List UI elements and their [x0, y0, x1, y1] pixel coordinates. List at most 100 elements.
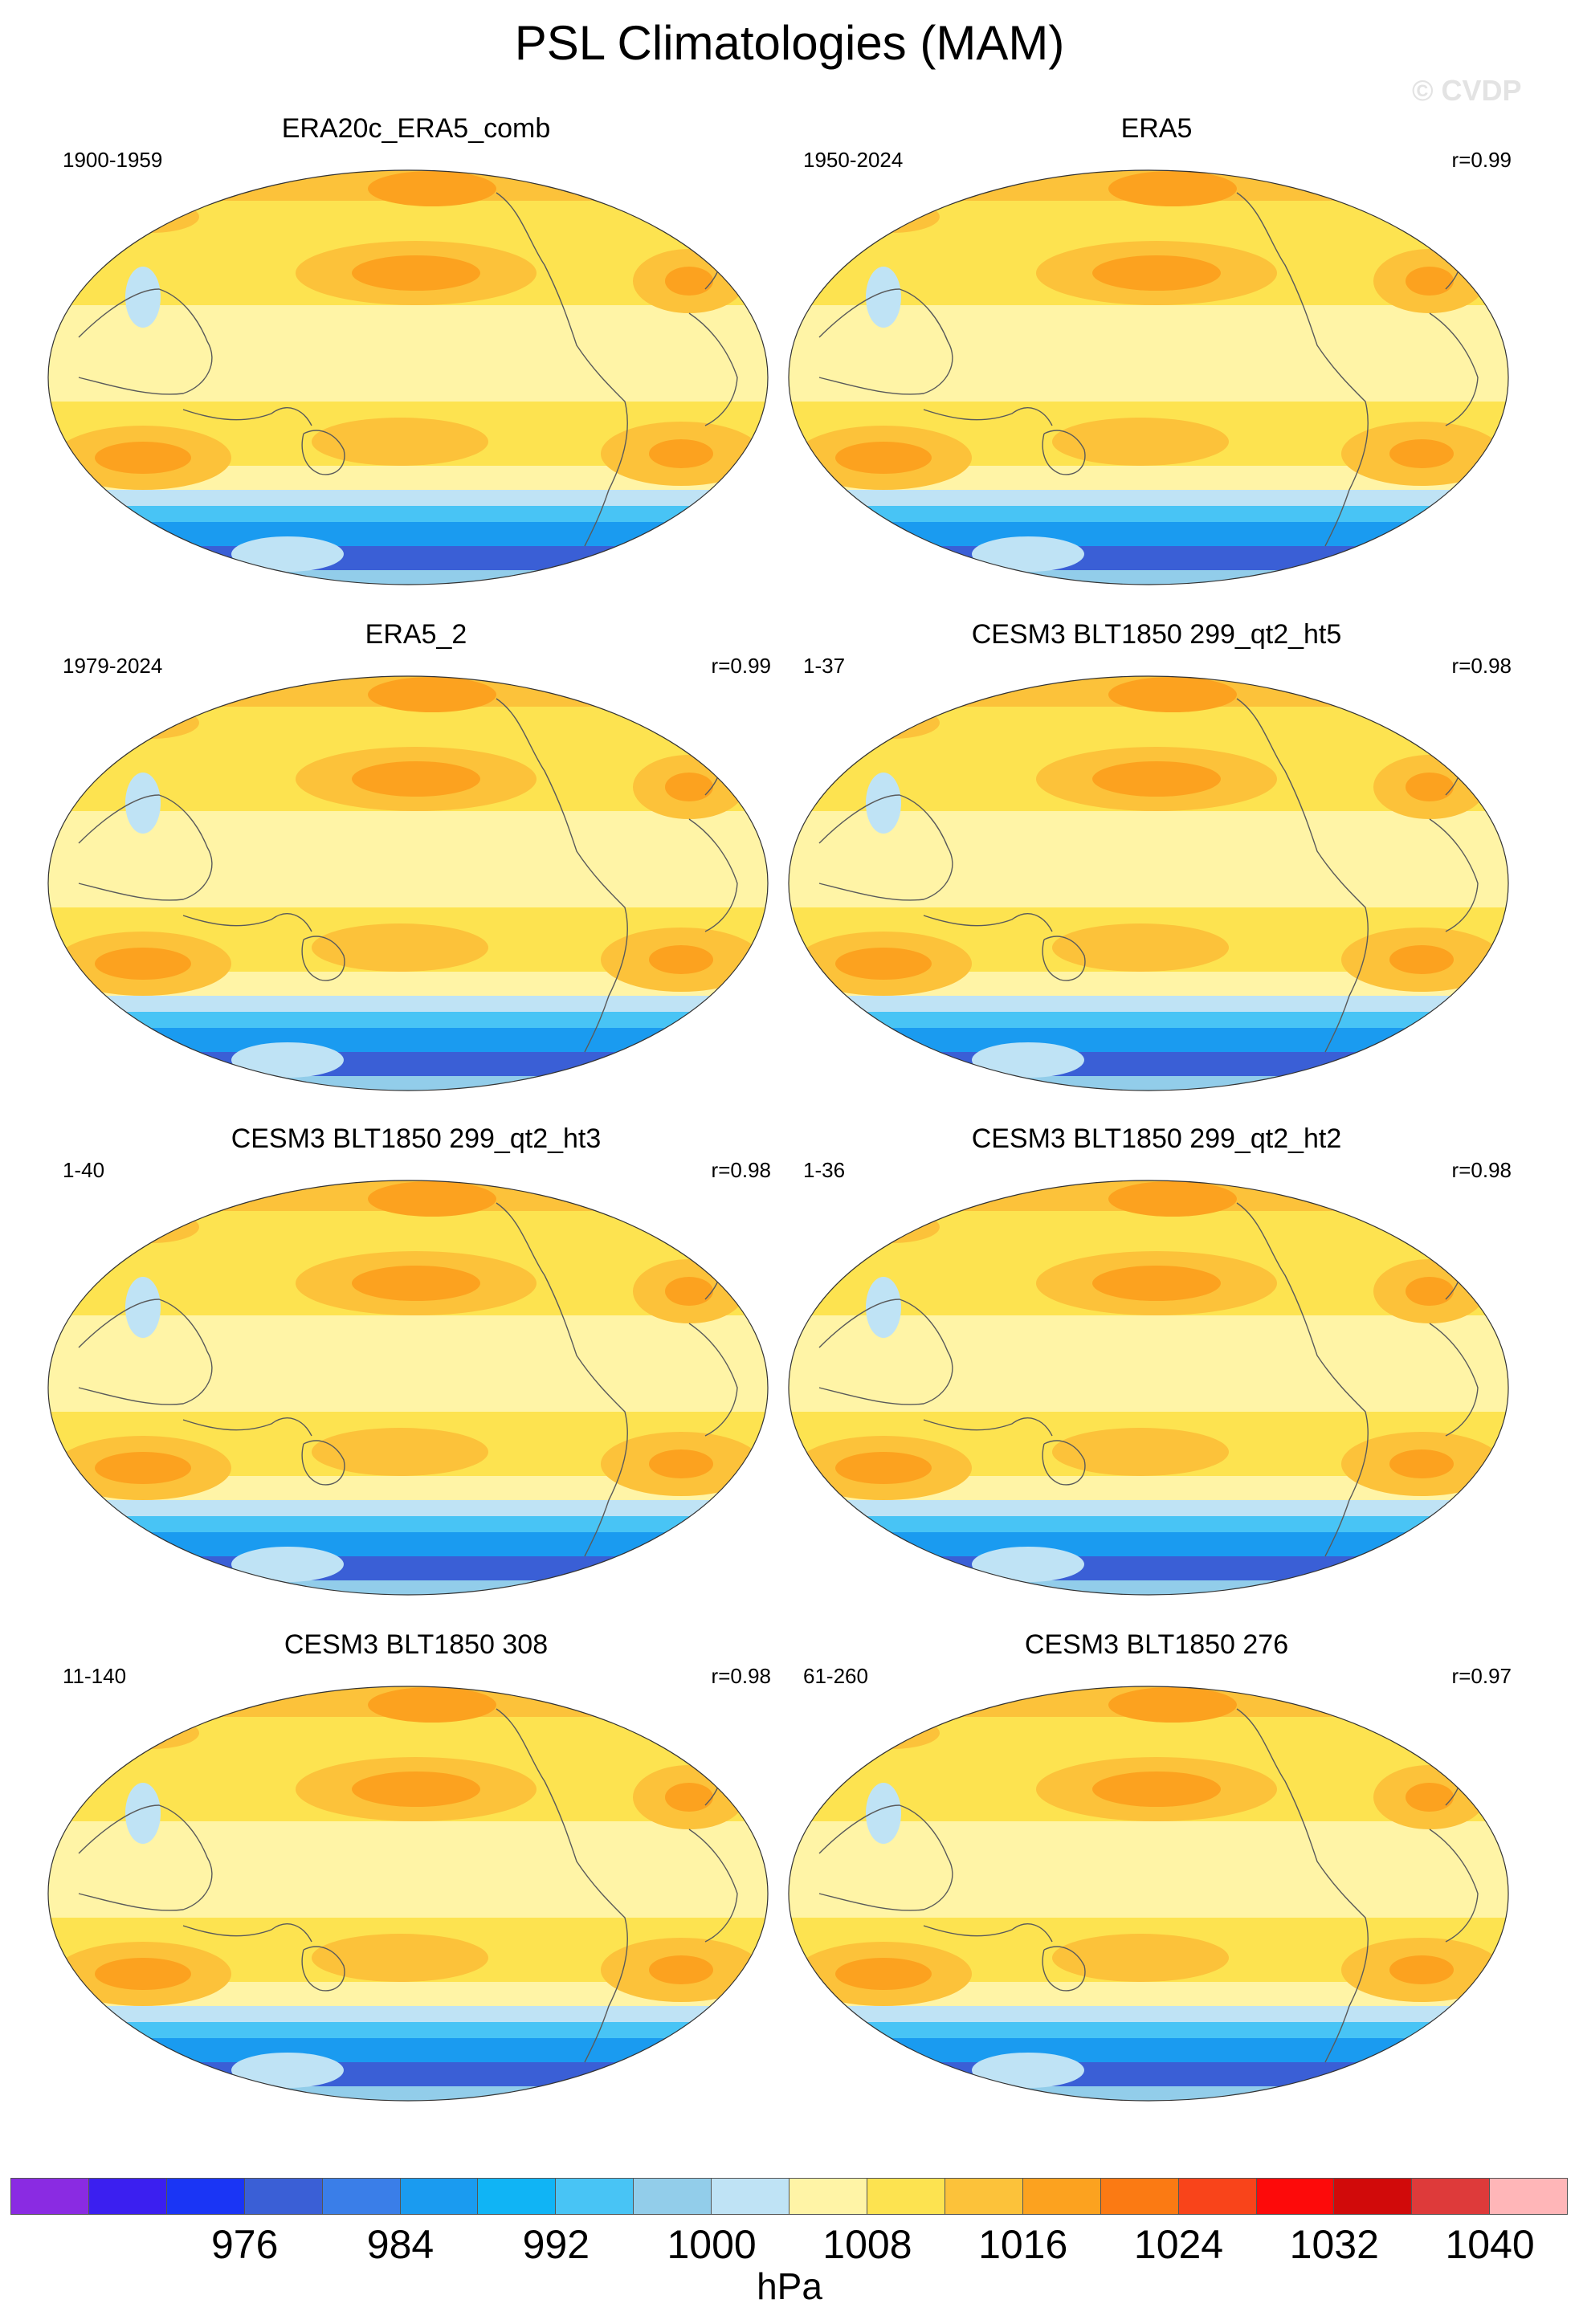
pressure-contour	[1406, 267, 1454, 296]
map-panel: CESM3 BLT1850 299_qt2_ht3 1-40 r=0.98	[47, 1123, 785, 1604]
coastline	[1236, 192, 1369, 547]
pressure-contour	[312, 923, 488, 972]
pressure-contour	[835, 1958, 932, 1990]
panel-period: 1-37	[803, 654, 846, 678]
pressure-band	[789, 1076, 1508, 1091]
pressure-contour	[665, 1277, 713, 1306]
coastline	[78, 1299, 213, 1405]
pressure-band	[48, 1028, 768, 1052]
pressure-contour	[665, 1783, 713, 1812]
pressure-band	[789, 1315, 1508, 1412]
pressure-contour	[1092, 255, 1221, 291]
pressure-contour	[835, 1452, 932, 1484]
panel-period: 1-36	[803, 1158, 846, 1182]
pressure-contour	[231, 536, 344, 572]
panel-title: ERA5_2	[365, 619, 467, 650]
pressure-band	[48, 506, 768, 522]
pressure-contour	[352, 1772, 480, 1807]
pressure-contour	[866, 1783, 901, 1844]
pressure-band	[789, 2062, 1508, 2086]
pressure-band	[789, 1580, 1508, 1595]
coastline	[1042, 430, 1086, 475]
coastline	[688, 312, 738, 426]
panel-title: ERA20c_ERA5_comb	[281, 113, 551, 144]
pressure-band	[789, 522, 1508, 546]
pressure-band	[789, 1052, 1508, 1076]
panel-period: 1979-2024	[63, 654, 163, 678]
psl-map	[788, 169, 1509, 585]
pressure-band	[789, 506, 1508, 522]
pressure-contour	[312, 1934, 488, 1982]
psl-map	[47, 169, 769, 585]
coastline	[78, 794, 213, 901]
coastline	[818, 1299, 953, 1405]
colorbar-tick-label: 984	[366, 2222, 435, 2267]
coastline	[818, 1804, 953, 1911]
map-outline	[788, 169, 1509, 585]
figure-title: PSL Climatologies (MAM)	[514, 16, 1065, 70]
pressure-contour	[1389, 945, 1454, 974]
pressure-contour	[125, 773, 161, 834]
coastline	[688, 818, 738, 932]
coastline	[1236, 1202, 1369, 1557]
colorbar-swatch	[165, 2178, 245, 2215]
pressure-contour	[231, 2053, 344, 2088]
pressure-band	[789, 2038, 1508, 2062]
colorbar-tick-label: 1016	[978, 2222, 1068, 2267]
pressure-contour	[1373, 1686, 1438, 1721]
coastline	[301, 430, 345, 475]
colorbar-tick-label: 976	[210, 2222, 279, 2267]
pressure-contour	[843, 201, 940, 233]
pressure-band	[48, 522, 768, 546]
colorbar-swatch	[477, 2178, 557, 2215]
pressure-contour	[368, 171, 496, 206]
pressure-contour	[231, 1042, 344, 1078]
pressure-contour	[368, 677, 496, 712]
map-panel: CESM3 BLT1850 308 11-140 r=0.98	[47, 1629, 785, 2110]
map-panel: ERA5 1950-2024 r=0.99	[787, 112, 1526, 594]
panel-correlation: r=0.98	[711, 1664, 771, 1688]
panel-correlation: r=0.98	[1451, 1158, 1512, 1182]
pressure-contour	[1373, 676, 1438, 711]
pressure-contour	[835, 1054, 932, 1082]
panel-period: 11-140	[63, 1664, 127, 1688]
colorbar-unit: hPa	[757, 2265, 822, 2307]
map-panel: CESM3 BLT1850 276 61-260 r=0.97	[787, 1629, 1526, 2110]
panel-period: 1-40	[63, 1158, 105, 1182]
map-panel: CESM3 BLT1850 299_qt2_ht5 1-37 r=0.98	[787, 618, 1526, 1100]
coastline	[496, 1202, 628, 1557]
pressure-contour	[1092, 1772, 1221, 1807]
coastline	[1429, 312, 1479, 426]
coastline	[923, 913, 1053, 932]
pressure-band	[789, 1028, 1508, 1052]
pressure-contour	[1052, 1934, 1229, 1982]
panel-correlation: r=0.97	[1451, 1664, 1512, 1688]
map-outline	[788, 1686, 1509, 2102]
pressure-contour	[368, 1687, 496, 1723]
pressure-contour	[1052, 923, 1229, 972]
pressure-band	[48, 1580, 768, 1595]
colorbar-swatch	[399, 2178, 479, 2215]
colorbar-tick-label: 992	[522, 2222, 590, 2267]
colorbar-tick-label: 1032	[1289, 2222, 1379, 2267]
pressure-contour	[835, 948, 932, 980]
pressure-contour	[843, 1211, 940, 1243]
map-panel: ERA20c_ERA5_comb 1900-1959	[47, 112, 785, 594]
pressure-band	[48, 1556, 768, 1580]
panel-correlation: r=0.99	[711, 654, 771, 678]
pressure-band	[48, 1052, 768, 1076]
pressure-band	[48, 2062, 768, 2086]
pressure-contour	[95, 2064, 191, 2093]
map-outline	[47, 169, 769, 585]
colorbar-swatch	[944, 2178, 1023, 2215]
pressure-contour	[649, 439, 713, 468]
colorbar-swatch	[10, 2178, 89, 2215]
colorbar-swatch	[1022, 2178, 1101, 2215]
pressure-band	[48, 1821, 768, 1918]
colorbar	[10, 2178, 1569, 2215]
colorbar-swatch	[1411, 2178, 1491, 2215]
psl-map	[47, 675, 769, 1091]
pressure-band	[48, 811, 768, 907]
coastline	[301, 1440, 345, 1486]
pressure-contour	[368, 1181, 496, 1217]
